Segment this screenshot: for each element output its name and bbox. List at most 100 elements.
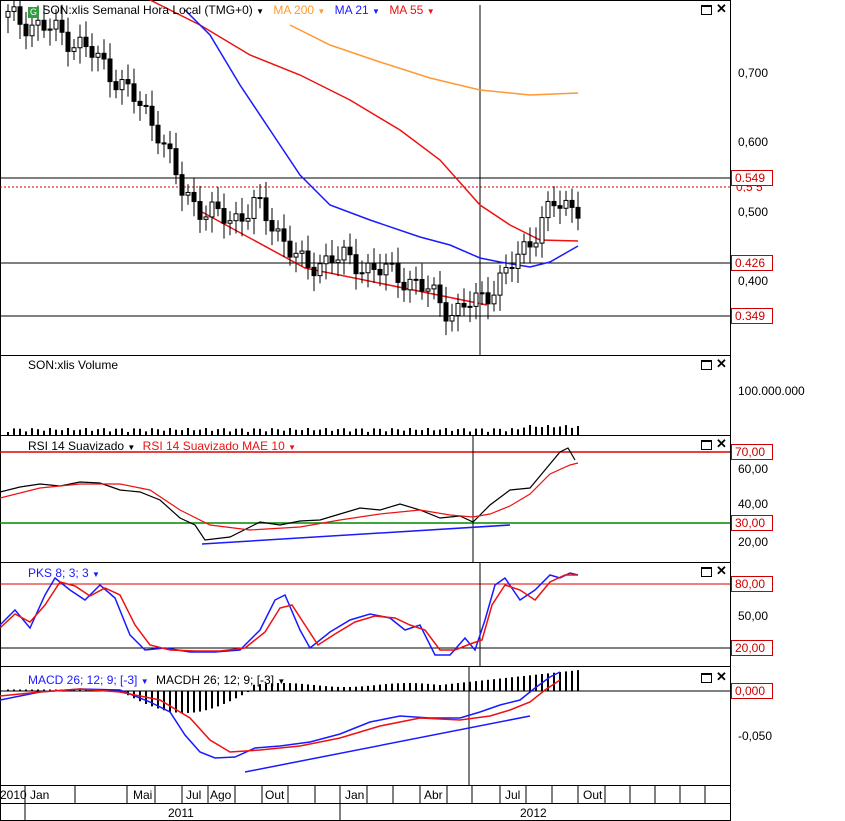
macd-histogram-bar	[559, 672, 561, 691]
close-icon[interactable]: ✕	[716, 436, 727, 451]
volume-bar	[241, 428, 243, 435]
maximize-icon[interactable]	[701, 440, 712, 450]
candle-body	[65, 31, 71, 52]
macd-histogram-bar	[79, 689, 81, 691]
x-axis	[24, 786, 706, 821]
volume-bar	[145, 431, 147, 435]
macd-histogram-bar	[85, 689, 87, 691]
macd-histogram-bar	[553, 672, 555, 691]
candle-body	[401, 281, 407, 291]
candle-body	[311, 266, 317, 277]
candle-body	[569, 199, 575, 208]
macd-histogram-bar	[463, 682, 465, 691]
maximize-icon[interactable]	[701, 5, 712, 15]
macd-histogram-bar	[49, 689, 51, 691]
candle-body	[5, 10, 11, 18]
macd-histogram-bar	[253, 684, 255, 691]
dropdown-arrow-icon[interactable]: ▼	[317, 7, 326, 16]
maximize-icon[interactable]	[701, 567, 712, 577]
y-tick-label: 0,400	[738, 274, 769, 288]
ma21-label[interactable]: MA 21	[334, 3, 369, 17]
candle-body	[557, 205, 563, 209]
macd-histogram-bar	[13, 689, 15, 691]
candle-body	[545, 200, 551, 219]
candle-body	[281, 228, 287, 242]
ma200-label[interactable]: MA 200	[273, 3, 315, 17]
macd-histogram-bar	[31, 689, 33, 691]
volume-bar	[535, 426, 537, 435]
close-icon[interactable]: ✕	[716, 563, 727, 578]
x-month-label: Abr	[424, 788, 443, 802]
candle-body	[527, 241, 533, 248]
volume-bar	[43, 430, 45, 435]
ma55-label[interactable]: MA 55	[389, 3, 424, 17]
pks-title[interactable]: PKS 8; 3; 3	[28, 566, 89, 580]
candle-body	[329, 255, 335, 264]
volume-bar	[343, 428, 345, 435]
volume-bar	[553, 427, 555, 435]
x-year-label: 2012	[520, 806, 547, 820]
macd-histogram-bar	[445, 684, 447, 691]
candle-body	[95, 52, 101, 58]
dropdown-arrow-icon[interactable]: ▼	[277, 677, 286, 686]
candle-body	[467, 305, 473, 308]
macd-title[interactable]: MACD 26; 12; 9; [-3]	[28, 673, 138, 687]
dropdown-arrow-icon[interactable]: ▼	[140, 677, 149, 686]
volume-bar	[373, 428, 375, 435]
volume-bar	[91, 430, 93, 435]
volume-bar	[379, 428, 381, 435]
candle-body	[41, 19, 47, 31]
macd-histogram-bar	[487, 679, 489, 691]
y-tick-label: 0,600	[738, 135, 769, 149]
pks-level-label-20: 20,00	[731, 640, 773, 656]
pks-k-line	[0, 572, 579, 656]
close-icon[interactable]: ✕	[716, 669, 727, 684]
candle-body	[137, 100, 143, 106]
volume-bar	[157, 429, 159, 435]
candle-body	[359, 272, 365, 275]
x-month-label: 2010	[0, 788, 27, 802]
dropdown-arrow-icon[interactable]: ▼	[127, 443, 136, 452]
close-icon[interactable]: ✕	[716, 356, 727, 371]
ma200-line	[289, 24, 579, 96]
macd-histogram-bar	[409, 683, 411, 691]
volume-bar	[73, 430, 75, 435]
macd-histogram-bar	[277, 683, 279, 691]
volume-bar	[457, 429, 459, 435]
candle-body	[203, 216, 209, 220]
volume-bar	[163, 430, 165, 435]
dropdown-arrow-icon[interactable]: ▼	[372, 7, 380, 16]
rsi-mae-title[interactable]: RSI 14 Suavizado MAE 10	[142, 439, 285, 453]
maximize-icon[interactable]	[701, 360, 712, 370]
macd-histogram-bar	[577, 670, 579, 691]
candle-body	[119, 79, 125, 91]
macd-histogram-bar	[247, 691, 249, 693]
volume-bar	[229, 431, 231, 435]
maximize-icon[interactable]	[701, 673, 712, 683]
volume-bar	[415, 429, 417, 435]
dropdown-arrow-icon[interactable]: ▼	[288, 443, 297, 452]
macd-panel-title: MACD 26; 12; 9; [-3] ▼ MACDH 26; 12; 9; …	[28, 673, 285, 687]
macd-histogram-bar	[241, 691, 243, 696]
macd-histogram-bar	[481, 680, 483, 691]
macdh-title[interactable]: MACDH 26; 12; 9; [-3]	[156, 673, 275, 687]
dropdown-arrow-icon[interactable]: ▼	[92, 570, 100, 579]
volume-y-tick: 100.000.000	[738, 384, 805, 398]
volume-bar	[79, 429, 81, 435]
volume-bar	[271, 428, 273, 435]
candle-body	[299, 250, 305, 254]
rsi-title[interactable]: RSI 14 Suavizado	[28, 439, 125, 453]
volume-bar	[409, 428, 411, 435]
y-tick-label: 50,00	[738, 609, 769, 623]
close-icon[interactable]: ✕	[716, 1, 727, 16]
volume-bar	[361, 428, 363, 435]
volume-bar	[397, 429, 399, 435]
candle-body	[107, 58, 113, 83]
macd-histogram-bar	[19, 689, 21, 691]
candle-body	[485, 292, 491, 305]
green-logo-icon: G	[28, 7, 39, 18]
macd-histogram-bar	[457, 683, 459, 691]
dropdown-arrow-icon[interactable]: ▼	[426, 7, 435, 16]
dropdown-arrow-icon[interactable]: ▼	[256, 7, 265, 16]
candle-body	[77, 36, 83, 49]
